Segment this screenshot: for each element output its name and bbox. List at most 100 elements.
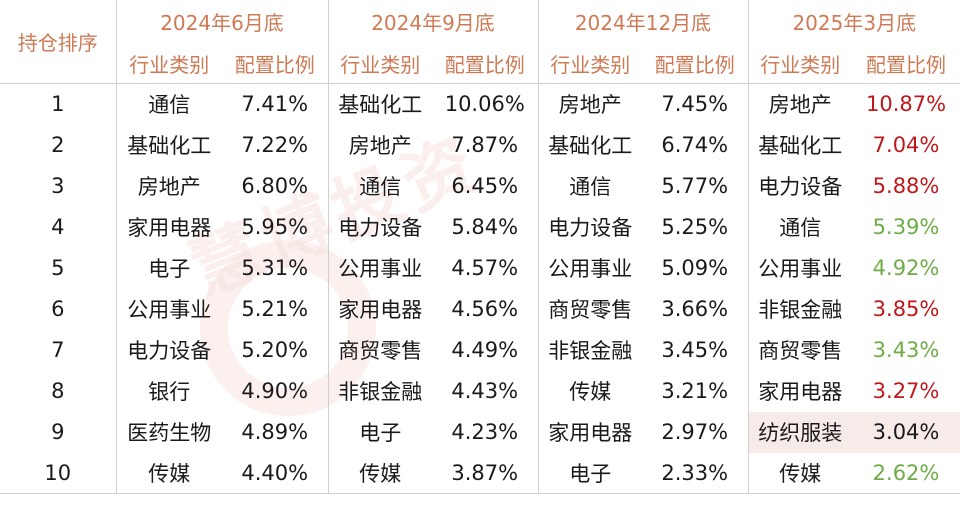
ratio-cell: 4.43% — [451, 379, 519, 403]
ratio-cell: 3.27% — [872, 379, 940, 403]
industry-cell: 非银金融 — [537, 329, 642, 371]
ratio-cell: 4.57% — [451, 256, 519, 280]
ratio-cell: 5.39% — [872, 215, 940, 239]
industry-cell: 电力设备 — [537, 206, 642, 248]
industry-cell: 电力设备 — [115, 329, 222, 371]
industry-cell: 电子 — [115, 247, 222, 289]
industry-allocation-table: 持仓排序 2024年6月底 2024年9月底 2024年12月底 2025年3月… — [0, 0, 960, 494]
ratio-cell: 3.85% — [872, 297, 940, 321]
industry-cell: 家用电器 — [327, 288, 432, 330]
ratio-cell: 7.87% — [451, 133, 519, 157]
industry-cell: 公用事业 — [115, 288, 222, 330]
industry-cell: 纺织服装 — [747, 411, 853, 453]
table-row: 2 基础化工 7.22% 房地产 7.87% 基础化工 6.74% 基础化工 7.04% — [0, 124, 960, 166]
ratio-header: 配置比例 — [852, 43, 960, 84]
industry-cell: 非银金融 — [327, 370, 432, 412]
ratio-cell: 7.41% — [241, 92, 309, 117]
table-row: 8 银行 4.90% 非银金融 4.43% 传媒 3.21% 家用电器 3.27% — [0, 370, 960, 412]
ratio-cell: 2.33% — [642, 452, 749, 494]
ratio-cell: 5.21% — [241, 297, 309, 321]
ratio-cell: 5.88% — [872, 174, 940, 198]
ratio-cell: 3.43% — [872, 338, 940, 362]
industry-cell: 通信 — [537, 165, 642, 207]
ratio-cell: 5.84% — [451, 215, 519, 239]
industry-cell: 电子 — [537, 452, 642, 494]
ratio-cell: 2.97% — [661, 420, 729, 444]
industry-cell: 通信 — [327, 165, 432, 207]
table-row: 5 电子 5.31% 公用事业 4.57% 公用事业 5.09% 公用事业 4.92% — [0, 247, 960, 289]
rank-cell: 3 — [51, 174, 65, 198]
industry-cell: 银行 — [115, 370, 222, 412]
period-header-3: 2024年12月底 — [537, 0, 749, 43]
ratio-cell: 6.45% — [451, 174, 519, 198]
industry-header: 行业类别 — [537, 43, 642, 84]
ratio-header: 配置比例 — [642, 43, 749, 84]
ratio-cell: 4.23% — [451, 420, 519, 444]
ratio-cell: 5.09% — [661, 256, 729, 280]
ratio-cell: 5.25% — [661, 215, 729, 239]
industry-cell: 电子 — [327, 411, 432, 453]
table-row: 4 家用电器 5.95% 电力设备 5.84% 电力设备 5.25% 通信 5.39% — [0, 206, 960, 248]
table-row: 6 公用事业 5.21% 家用电器 4.56% 商贸零售 3.66% 非银金融 3.85% — [0, 288, 960, 330]
ratio-cell: 4.56% — [451, 297, 519, 321]
ratio-cell: 4.90% — [241, 379, 309, 403]
industry-cell: 通信 — [747, 206, 853, 248]
industry-cell: 房地产 — [747, 83, 853, 125]
industry-cell: 电力设备 — [747, 165, 853, 207]
rank-cell: 1 — [51, 92, 65, 117]
ratio-cell: 4.40% — [222, 452, 328, 494]
industry-cell: 基础化工 — [327, 83, 432, 125]
industry-cell: 非银金融 — [747, 288, 853, 330]
industry-cell: 家用电器 — [747, 370, 853, 412]
industry-cell: 商贸零售 — [327, 329, 432, 371]
ratio-cell: 10.06% — [444, 92, 525, 117]
ratio-cell: 3.21% — [661, 379, 729, 403]
industry-cell: 传媒 — [537, 370, 642, 412]
table-row: 9 医药生物 4.89% 电子 4.23% 家用电器 2.97% 纺织服装 3.04% — [0, 411, 960, 453]
industry-cell: 基础化工 — [747, 124, 853, 166]
rank-cell: 4 — [51, 215, 65, 239]
ratio-cell: 5.95% — [241, 215, 309, 239]
industry-cell: 房地产 — [115, 165, 222, 207]
industry-cell: 电力设备 — [327, 206, 432, 248]
table-row: 10 传媒 4.40% 传媒 3.87% 电子 2.33% 传媒 2.62% — [0, 452, 960, 494]
rank-header: 持仓排序 — [0, 0, 116, 84]
table-row: 3 房地产 6.80% 通信 6.45% 通信 5.77% 电力设备 5.88% — [0, 165, 960, 207]
ratio-cell: 3.87% — [432, 452, 538, 494]
rank-cell: 5 — [51, 256, 65, 280]
ratio-cell: 2.62% — [852, 452, 960, 494]
table-row: 7 电力设备 5.20% 商贸零售 4.49% 非银金融 3.45% 商贸零售 3.43% — [0, 329, 960, 371]
industry-cell: 家用电器 — [537, 411, 642, 453]
ratio-cell: 4.92% — [872, 256, 940, 280]
industry-cell: 传媒 — [747, 452, 853, 494]
rank-cell: 7 — [51, 338, 65, 362]
ratio-cell: 7.04% — [872, 133, 940, 157]
industry-cell: 医药生物 — [115, 411, 222, 453]
ratio-cell: 3.45% — [661, 338, 729, 362]
ratio-header: 配置比例 — [432, 43, 538, 84]
industry-cell: 传媒 — [115, 452, 222, 494]
industry-cell: 传媒 — [327, 452, 432, 494]
industry-cell: 基础化工 — [537, 124, 642, 166]
ratio-cell: 6.80% — [241, 174, 309, 198]
ratio-cell: 4.89% — [241, 420, 309, 444]
industry-header: 行业类别 — [115, 43, 222, 84]
industry-header: 行业类别 — [747, 43, 853, 84]
industry-header: 行业类别 — [327, 43, 432, 84]
industry-cell: 基础化工 — [115, 124, 222, 166]
industry-cell: 公用事业 — [747, 247, 853, 289]
period-header-4: 2025年3月底 — [747, 0, 960, 43]
ratio-cell: 6.74% — [661, 133, 729, 157]
ratio-cell: 3.66% — [661, 297, 729, 321]
ratio-cell: 5.20% — [241, 338, 309, 362]
industry-cell: 通信 — [115, 83, 222, 125]
industry-cell: 房地产 — [537, 83, 642, 125]
rank-cell: 9 — [51, 420, 65, 444]
industry-cell: 公用事业 — [537, 247, 642, 289]
period-header-2: 2024年9月底 — [327, 0, 538, 43]
industry-cell: 房地产 — [327, 124, 432, 166]
table-row: 1 通信 7.41% 基础化工 10.06% 房地产 7.45% 房地产 10.87% — [0, 83, 960, 125]
industry-cell: 商贸零售 — [747, 329, 853, 371]
ratio-cell: 7.45% — [661, 92, 729, 117]
ratio-cell: 7.22% — [241, 133, 309, 157]
